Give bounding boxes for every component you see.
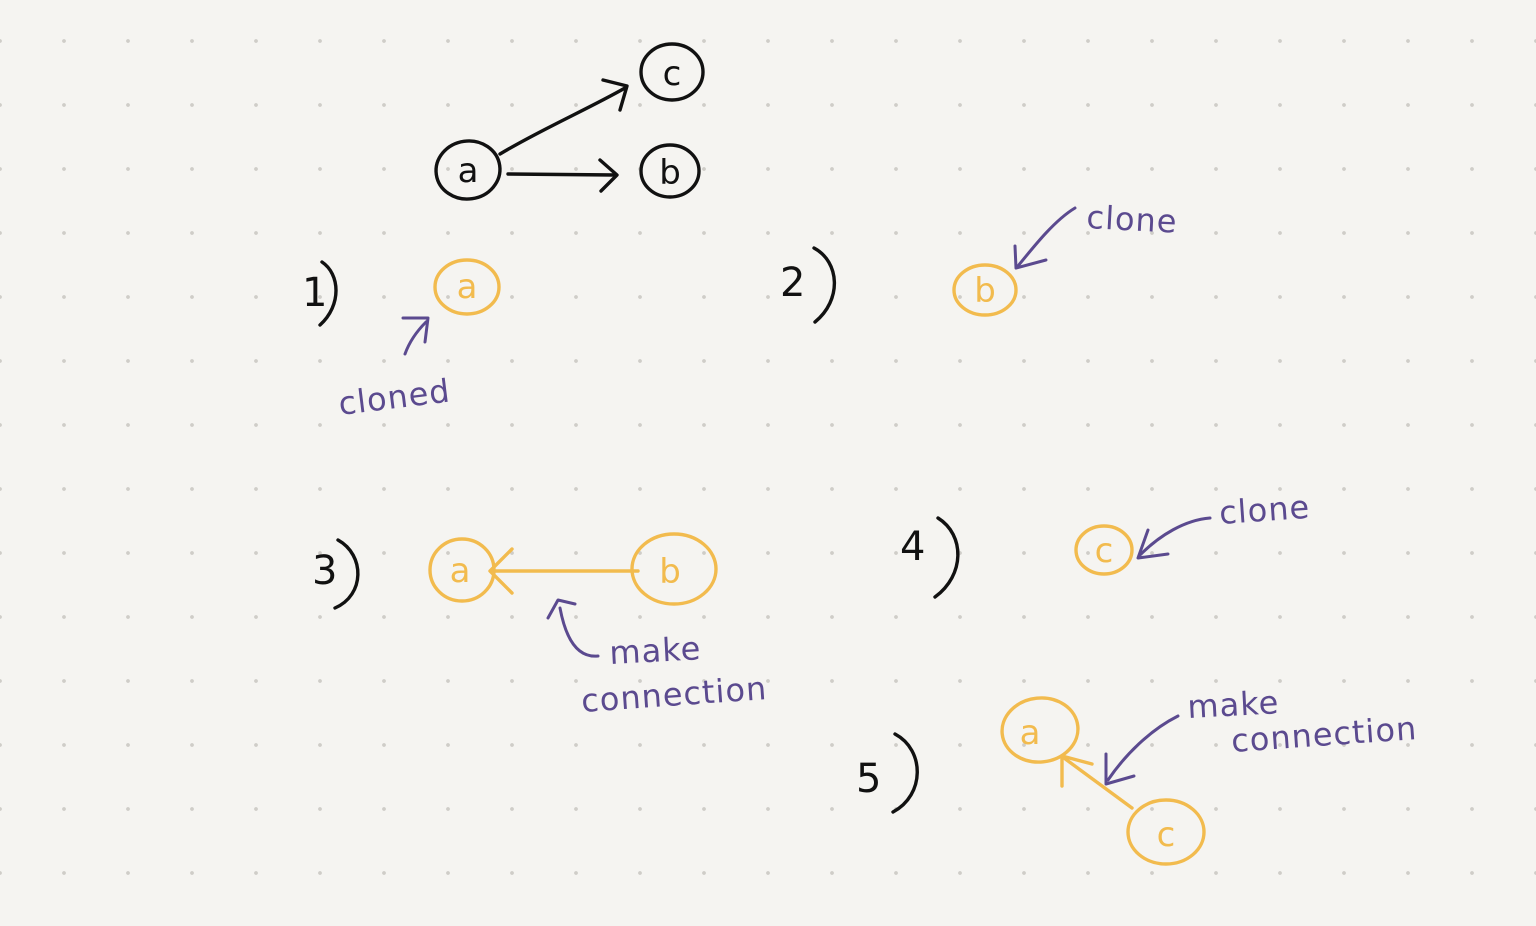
step-2-annotation-arrow (1013, 206, 1077, 270)
step-5-edge-c-a (1060, 754, 1134, 810)
step-5-node-a-label: a (1020, 713, 1041, 753)
step-4-annotation: clone (1218, 488, 1311, 532)
step-4-number: 4 (900, 524, 925, 570)
original-node-c-label: c (663, 54, 682, 94)
original-graph: a c b (434, 42, 705, 201)
step-5-node-c-label: c (1157, 815, 1176, 855)
step-2-node-b-label: b (974, 271, 996, 311)
step-5-node-a: a (1000, 696, 1080, 764)
step-5-paren (891, 732, 919, 814)
step-2-paren (812, 246, 837, 324)
step-2-clone-node-b: b (952, 263, 1018, 317)
step-2-number: 2 (780, 260, 805, 306)
step-1-node-a-label: a (457, 267, 478, 307)
step-4-clone-node-c: c (1074, 524, 1134, 576)
step-5-annotation-arrow (1104, 714, 1180, 786)
step-4-node-c-label: c (1095, 531, 1114, 571)
step-3-annotation-line1: make (608, 629, 702, 672)
step-3-number: 3 (312, 548, 337, 594)
step-3-node-a: a (428, 537, 496, 603)
step-5: 5 a c make connection (856, 683, 1418, 866)
step-4-paren (933, 516, 960, 599)
step-1-clone-node-a: a (433, 258, 501, 316)
step-1-annotation: cloned (336, 372, 452, 423)
step-5-node-c: c (1126, 798, 1206, 866)
step-4-annotation-arrow (1136, 516, 1212, 560)
original-node-c: c (639, 42, 705, 102)
original-node-a-label: a (458, 151, 479, 191)
original-node-b-label: b (659, 153, 681, 193)
step-3: 3 a b make connection (312, 532, 769, 720)
step-3-paren (333, 538, 360, 610)
step-2-annotation: clone (1086, 198, 1179, 241)
original-edge-a-b (506, 158, 619, 193)
step-3-annotation-line2: connection (580, 669, 769, 720)
step-3-node-a-label: a (450, 551, 471, 591)
step-1: 1 a cloned (302, 258, 501, 423)
original-edge-a-c (498, 78, 629, 156)
step-2: 2 b clone (780, 198, 1179, 324)
step-3-node-b: b (630, 532, 718, 606)
step-5-annotation-line1: make (1186, 683, 1280, 726)
step-3-edge-b-a (488, 547, 640, 595)
step-3-node-b-label: b (659, 552, 681, 592)
step-5-number: 5 (856, 756, 881, 802)
step-4: 4 c clone (900, 488, 1311, 599)
step-1-number: 1 (302, 270, 327, 316)
step-3-annotation-arrow (546, 598, 600, 658)
original-node-b: b (639, 143, 701, 199)
original-node-a: a (434, 139, 502, 201)
step-1-annotation-arrow (401, 316, 430, 356)
step-1-paren (318, 260, 338, 327)
